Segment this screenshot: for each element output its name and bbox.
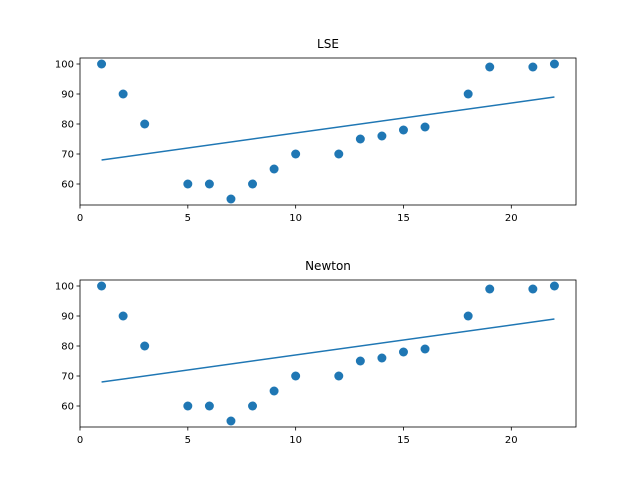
plot-area: [97, 281, 559, 426]
y-tick-label: 80: [61, 342, 74, 353]
x-tick-label: 20: [505, 213, 518, 224]
data-point: [528, 62, 538, 72]
x-tick-label: 20: [505, 435, 518, 446]
data-point: [463, 311, 473, 321]
plot-area: [97, 59, 559, 204]
data-point: [118, 89, 128, 99]
chart-title: Newton: [305, 259, 351, 273]
x-tick-label: 5: [185, 213, 191, 224]
data-point: [420, 344, 430, 354]
data-point: [398, 125, 408, 135]
data-point: [334, 371, 344, 381]
data-point: [549, 281, 559, 291]
data-point: [140, 119, 150, 129]
x-tick-label: 10: [289, 435, 302, 446]
data-point: [334, 149, 344, 159]
x-tick-label: 15: [397, 213, 410, 224]
data-point: [528, 284, 538, 294]
data-point: [377, 353, 387, 363]
data-point: [549, 59, 559, 69]
fit-line: [101, 318, 555, 383]
data-point: [355, 134, 365, 144]
y-tick-label: 100: [55, 60, 74, 71]
data-point: [226, 194, 236, 204]
x-tick-label: 15: [397, 435, 410, 446]
data-point: [204, 401, 214, 411]
data-point: [226, 416, 236, 426]
y-tick-label: 60: [61, 180, 74, 191]
data-point: [291, 149, 301, 159]
data-point: [183, 401, 193, 411]
data-point: [377, 131, 387, 141]
y-tick-label: 60: [61, 402, 74, 413]
data-point: [248, 179, 258, 189]
data-point: [398, 347, 408, 357]
data-point: [291, 371, 301, 381]
y-tick-label: 70: [61, 150, 74, 161]
axes-ticks: 0 5 10 15 20 60 70 80 90 100: [55, 60, 518, 225]
data-point: [118, 311, 128, 321]
data-point: [269, 164, 279, 174]
axes-ticks: 0 5 10 15 20 60 70 80 90 100: [55, 282, 518, 447]
data-point: [97, 281, 107, 291]
data-point: [463, 89, 473, 99]
data-point: [420, 122, 430, 132]
data-point: [140, 341, 150, 351]
data-point: [269, 386, 279, 396]
data-point: [355, 356, 365, 366]
subplot-newton: Newton 0 5 10 15 20 60 70 80 90 100: [55, 259, 577, 447]
y-tick-label: 70: [61, 372, 74, 383]
data-point: [485, 284, 495, 294]
data-point: [97, 59, 107, 69]
data-point: [204, 179, 214, 189]
y-tick-label: 100: [55, 282, 74, 293]
x-tick-label: 10: [289, 213, 302, 224]
y-tick-label: 90: [61, 90, 74, 101]
data-point: [485, 62, 495, 72]
axes-frame: [79, 279, 577, 428]
y-tick-label: 80: [61, 120, 74, 131]
axes-frame: [79, 57, 577, 206]
x-tick-label: 0: [77, 213, 83, 224]
x-tick-label: 5: [185, 435, 191, 446]
chart-title: LSE: [317, 37, 339, 51]
data-point: [183, 179, 193, 189]
y-tick-label: 90: [61, 312, 74, 323]
fit-line: [101, 96, 555, 161]
x-tick-label: 0: [77, 435, 83, 446]
subplot-lse: LSE 0 5 10 15 20 60 70 80 90 100: [55, 37, 577, 225]
data-point: [248, 401, 258, 411]
